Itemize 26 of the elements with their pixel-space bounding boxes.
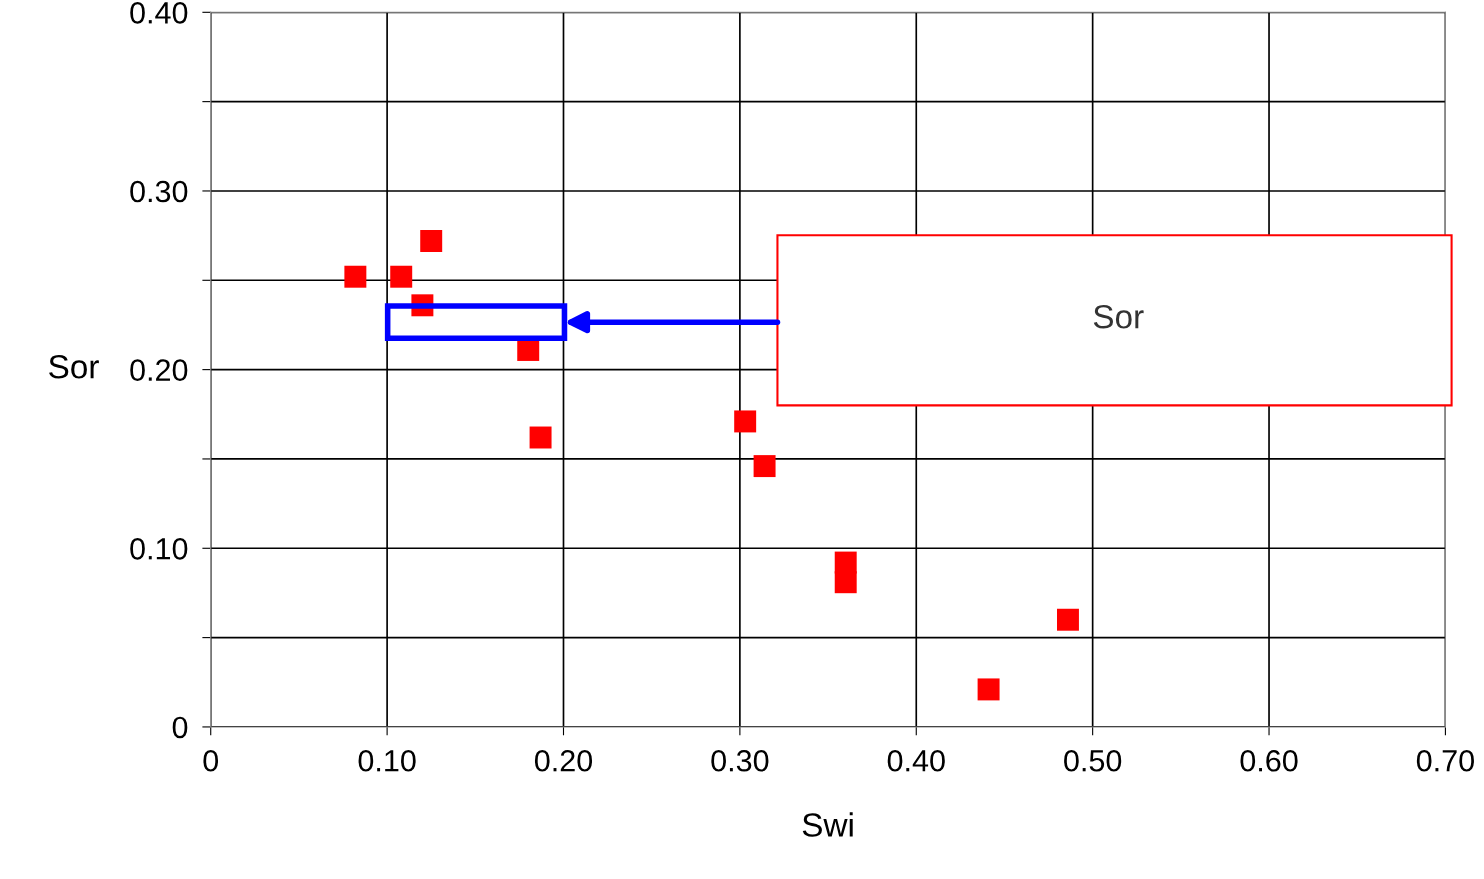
y-tick-label: 0.40 (130, 2, 188, 24)
x-tick-label: 0.20 (534, 749, 593, 772)
y-tick-label: 0 (172, 716, 188, 739)
point (517, 338, 540, 361)
x-tick-label: 0.10 (358, 749, 416, 772)
point (529, 426, 552, 449)
point (834, 571, 857, 594)
y-tick-label: 0.30 (130, 180, 188, 203)
x-tick-label: 0 (203, 749, 219, 772)
x-tick-label: 0.50 (1064, 749, 1122, 772)
x-axis-title: Swi (802, 812, 853, 837)
x-tick-label: 0.30 (711, 749, 769, 772)
point (344, 265, 367, 288)
y-axis-title: Sor (49, 354, 99, 379)
point (390, 265, 413, 288)
point (420, 230, 443, 252)
x-tick-label: 0.60 (1240, 749, 1298, 772)
y-tick-label: 0.20 (130, 359, 188, 381)
x-tick-label: 0.40 (887, 749, 945, 772)
x-tick-label: 0.70 (1416, 749, 1474, 772)
y-tick-label: 0.10 (130, 538, 188, 560)
point (977, 678, 1000, 701)
annotation: Sor (1093, 304, 1144, 329)
point (734, 410, 757, 433)
point (1056, 608, 1079, 631)
point (753, 455, 776, 478)
